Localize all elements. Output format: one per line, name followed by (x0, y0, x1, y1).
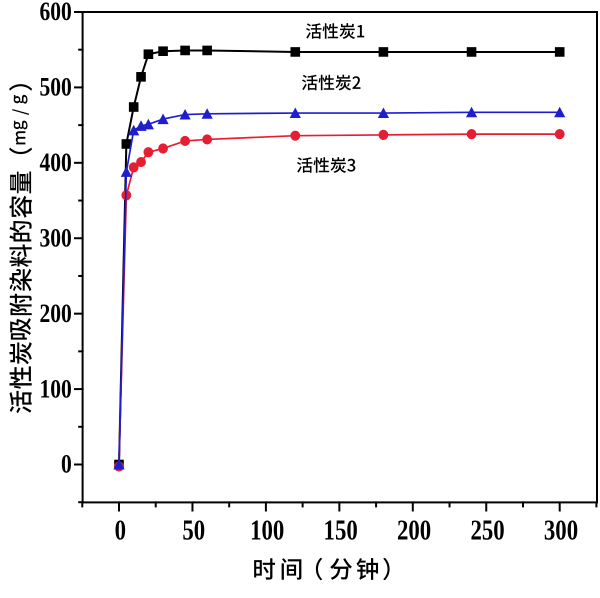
svg-text:0: 0 (115, 514, 126, 546)
svg-text:200: 200 (397, 514, 431, 546)
svg-text:400: 400 (40, 148, 72, 178)
svg-text:600: 600 (40, 0, 72, 27)
svg-text:200: 200 (40, 299, 72, 329)
svg-text:500: 500 (40, 73, 72, 103)
svg-text:100: 100 (40, 374, 72, 404)
svg-text:100: 100 (250, 514, 284, 546)
svg-text:50: 50 (182, 514, 205, 546)
svg-text:300: 300 (40, 223, 72, 253)
svg-text:300: 300 (544, 514, 578, 546)
svg-text:0: 0 (61, 450, 72, 480)
svg-text:250: 250 (470, 514, 504, 546)
svg-text:150: 150 (324, 514, 358, 546)
